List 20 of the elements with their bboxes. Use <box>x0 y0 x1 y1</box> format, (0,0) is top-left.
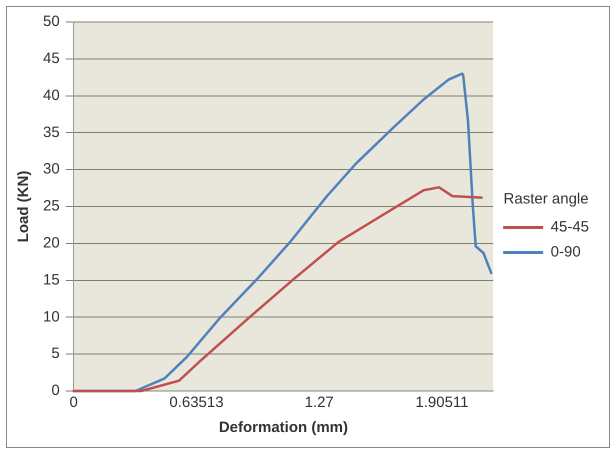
x-tick-label: 0.63513 <box>169 394 224 412</box>
x-tick-label: 1.90511 <box>415 394 468 412</box>
y-axis-title: Load (KN) <box>15 170 32 242</box>
y-tick-label: 35 <box>42 124 60 141</box>
y-tick-label: 5 <box>51 345 60 362</box>
legend-label: 45-45 <box>550 218 590 236</box>
x-tick-label: 0 <box>70 394 78 412</box>
y-tick-label: 10 <box>42 308 60 326</box>
x-axis-title: Deformation (mm) <box>218 419 348 436</box>
y-tick-label: 0 <box>51 382 60 400</box>
legend-title: Raster angle <box>504 190 589 208</box>
y-tick-label: 30 <box>42 160 60 178</box>
y-tick-label: 25 <box>42 198 60 215</box>
y-tick-label: 50 <box>42 13 60 30</box>
legend-label: 0-90 <box>550 244 581 261</box>
y-tick-label: 20 <box>42 234 60 252</box>
y-tick-label: 45 <box>42 50 60 68</box>
y-tick-label: 15 <box>42 271 60 288</box>
x-tick-label: 1.27 <box>304 394 334 412</box>
y-tick-label: 40 <box>42 86 60 104</box>
